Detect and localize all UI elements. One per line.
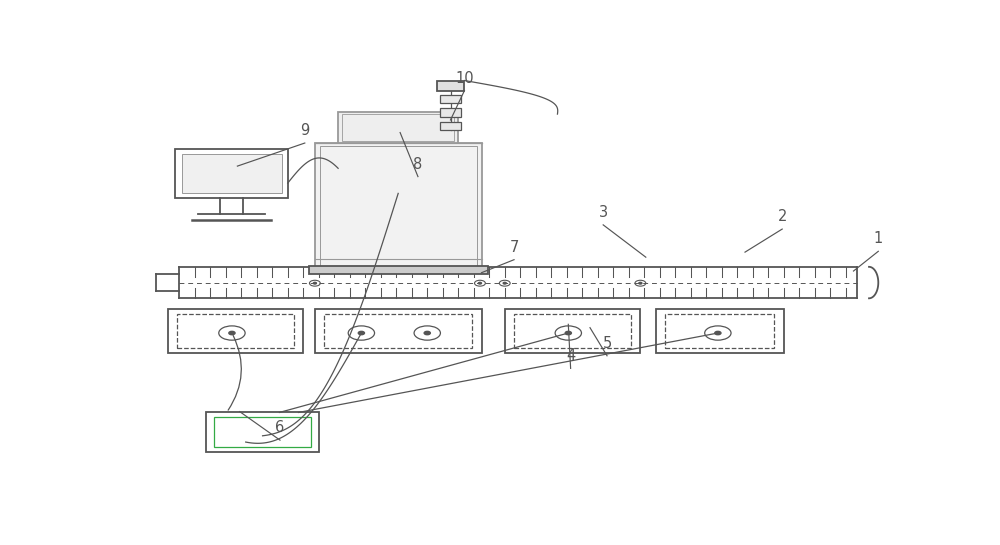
Bar [320,146,477,267]
Circle shape [229,331,235,335]
Text: 5: 5 [602,336,612,351]
Bar [514,314,631,348]
Bar [440,95,461,103]
Bar [177,314,294,348]
Text: 2: 2 [778,209,787,224]
Circle shape [424,331,430,335]
Text: 1: 1 [874,231,883,246]
Text: 8: 8 [413,156,423,172]
Bar [440,122,461,130]
Circle shape [503,282,506,284]
Text: 9: 9 [300,123,309,138]
Bar [342,114,454,141]
Bar [440,108,461,117]
Bar [324,314,472,348]
Bar [665,314,774,348]
Circle shape [313,282,316,284]
Bar [315,309,482,353]
Text: 4: 4 [566,348,575,364]
Text: 10: 10 [455,70,474,86]
Bar [656,309,784,353]
Bar [505,309,640,353]
Bar [206,413,319,452]
Text: 6: 6 [275,420,285,435]
Circle shape [715,331,721,335]
Bar [338,112,458,143]
Bar [182,154,282,193]
Text: 3: 3 [599,205,608,220]
Bar [168,309,303,353]
Circle shape [639,282,642,284]
Bar [309,267,488,274]
Circle shape [358,331,364,335]
Bar [437,81,464,92]
Circle shape [478,282,482,284]
Bar [175,149,288,198]
Circle shape [565,331,571,335]
Bar [315,143,482,269]
Text: 7: 7 [509,240,519,255]
Bar [214,417,311,447]
